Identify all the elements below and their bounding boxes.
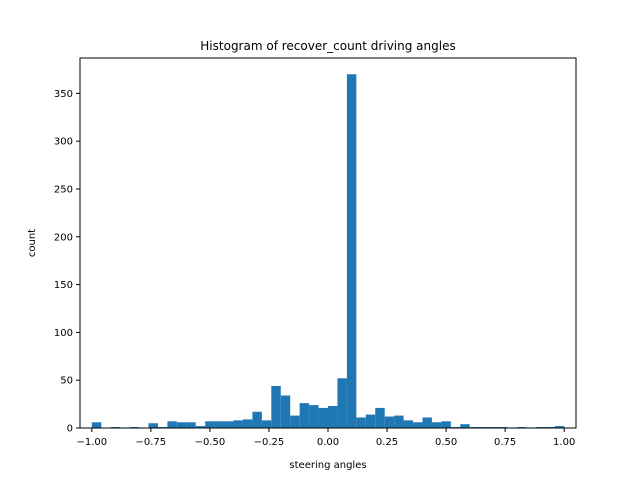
histogram-bar	[356, 417, 366, 428]
histogram-bar	[346, 74, 357, 428]
x-tick-label: 0.50	[435, 437, 457, 448]
histogram-bar	[290, 415, 300, 428]
x-tick-label: −0.50	[195, 437, 226, 448]
y-tick-label: 0	[67, 424, 73, 435]
histogram-bar	[328, 406, 338, 428]
histogram-bar	[214, 421, 225, 428]
y-axis-label: count	[27, 229, 38, 257]
histogram-bar	[441, 421, 451, 428]
histogram-bar	[299, 403, 310, 428]
histogram-bar	[375, 407, 385, 428]
histogram-bar	[176, 422, 187, 428]
histogram-bar	[431, 422, 442, 428]
chart-title: Histogram of recover_count driving angle…	[200, 39, 455, 53]
x-axis-label: steering angles	[289, 460, 366, 471]
histogram-bar	[365, 414, 376, 428]
histogram-bar	[384, 416, 395, 428]
histogram-bar	[422, 417, 432, 428]
x-tick-label: −0.25	[254, 437, 285, 448]
histogram-bar	[403, 420, 414, 428]
histogram-bar	[252, 411, 262, 428]
histogram-bar	[554, 426, 565, 428]
y-tick-label: 50	[60, 376, 73, 387]
histogram-bar	[394, 415, 404, 428]
histogram-bar	[261, 420, 272, 428]
x-tick-label: 0.00	[317, 437, 339, 448]
histogram-bar	[242, 419, 253, 428]
histogram-bar	[91, 422, 102, 428]
y-tick-label: 300	[54, 137, 73, 148]
histogram-bar	[167, 421, 177, 428]
y-tick-label: 150	[54, 280, 73, 291]
bars-group	[91, 74, 565, 428]
histogram-bar	[413, 422, 423, 428]
histogram-bar	[309, 405, 319, 428]
histogram-bar	[271, 385, 281, 428]
x-axis-ticks: −1.00 −0.75 −0.50 −0.25 0.00 0.25 0.50 0.75 1.00	[76, 428, 575, 448]
x-tick-label: −0.75	[136, 437, 167, 448]
histogram-bar	[280, 395, 291, 428]
histogram-bar	[148, 423, 158, 428]
y-axis-ticks: 0 50 100 150 200 250 300 350	[54, 89, 80, 435]
histogram-bar	[224, 421, 234, 428]
histogram-bar	[205, 421, 215, 428]
x-tick-label: 0.75	[494, 437, 516, 448]
histogram-bar	[460, 424, 470, 428]
histogram-bar	[318, 407, 328, 428]
histogram-bar	[337, 378, 347, 428]
y-tick-label: 200	[54, 232, 73, 243]
x-tick-label: −1.00	[76, 437, 107, 448]
histogram-bar	[186, 422, 196, 428]
y-tick-label: 350	[54, 89, 73, 100]
histogram-bar	[233, 420, 243, 428]
x-tick-label: 1.00	[553, 437, 575, 448]
x-tick-label: 0.25	[376, 437, 398, 448]
y-tick-label: 250	[54, 184, 73, 195]
y-tick-label: 100	[54, 328, 73, 339]
histogram-bar	[195, 426, 206, 428]
